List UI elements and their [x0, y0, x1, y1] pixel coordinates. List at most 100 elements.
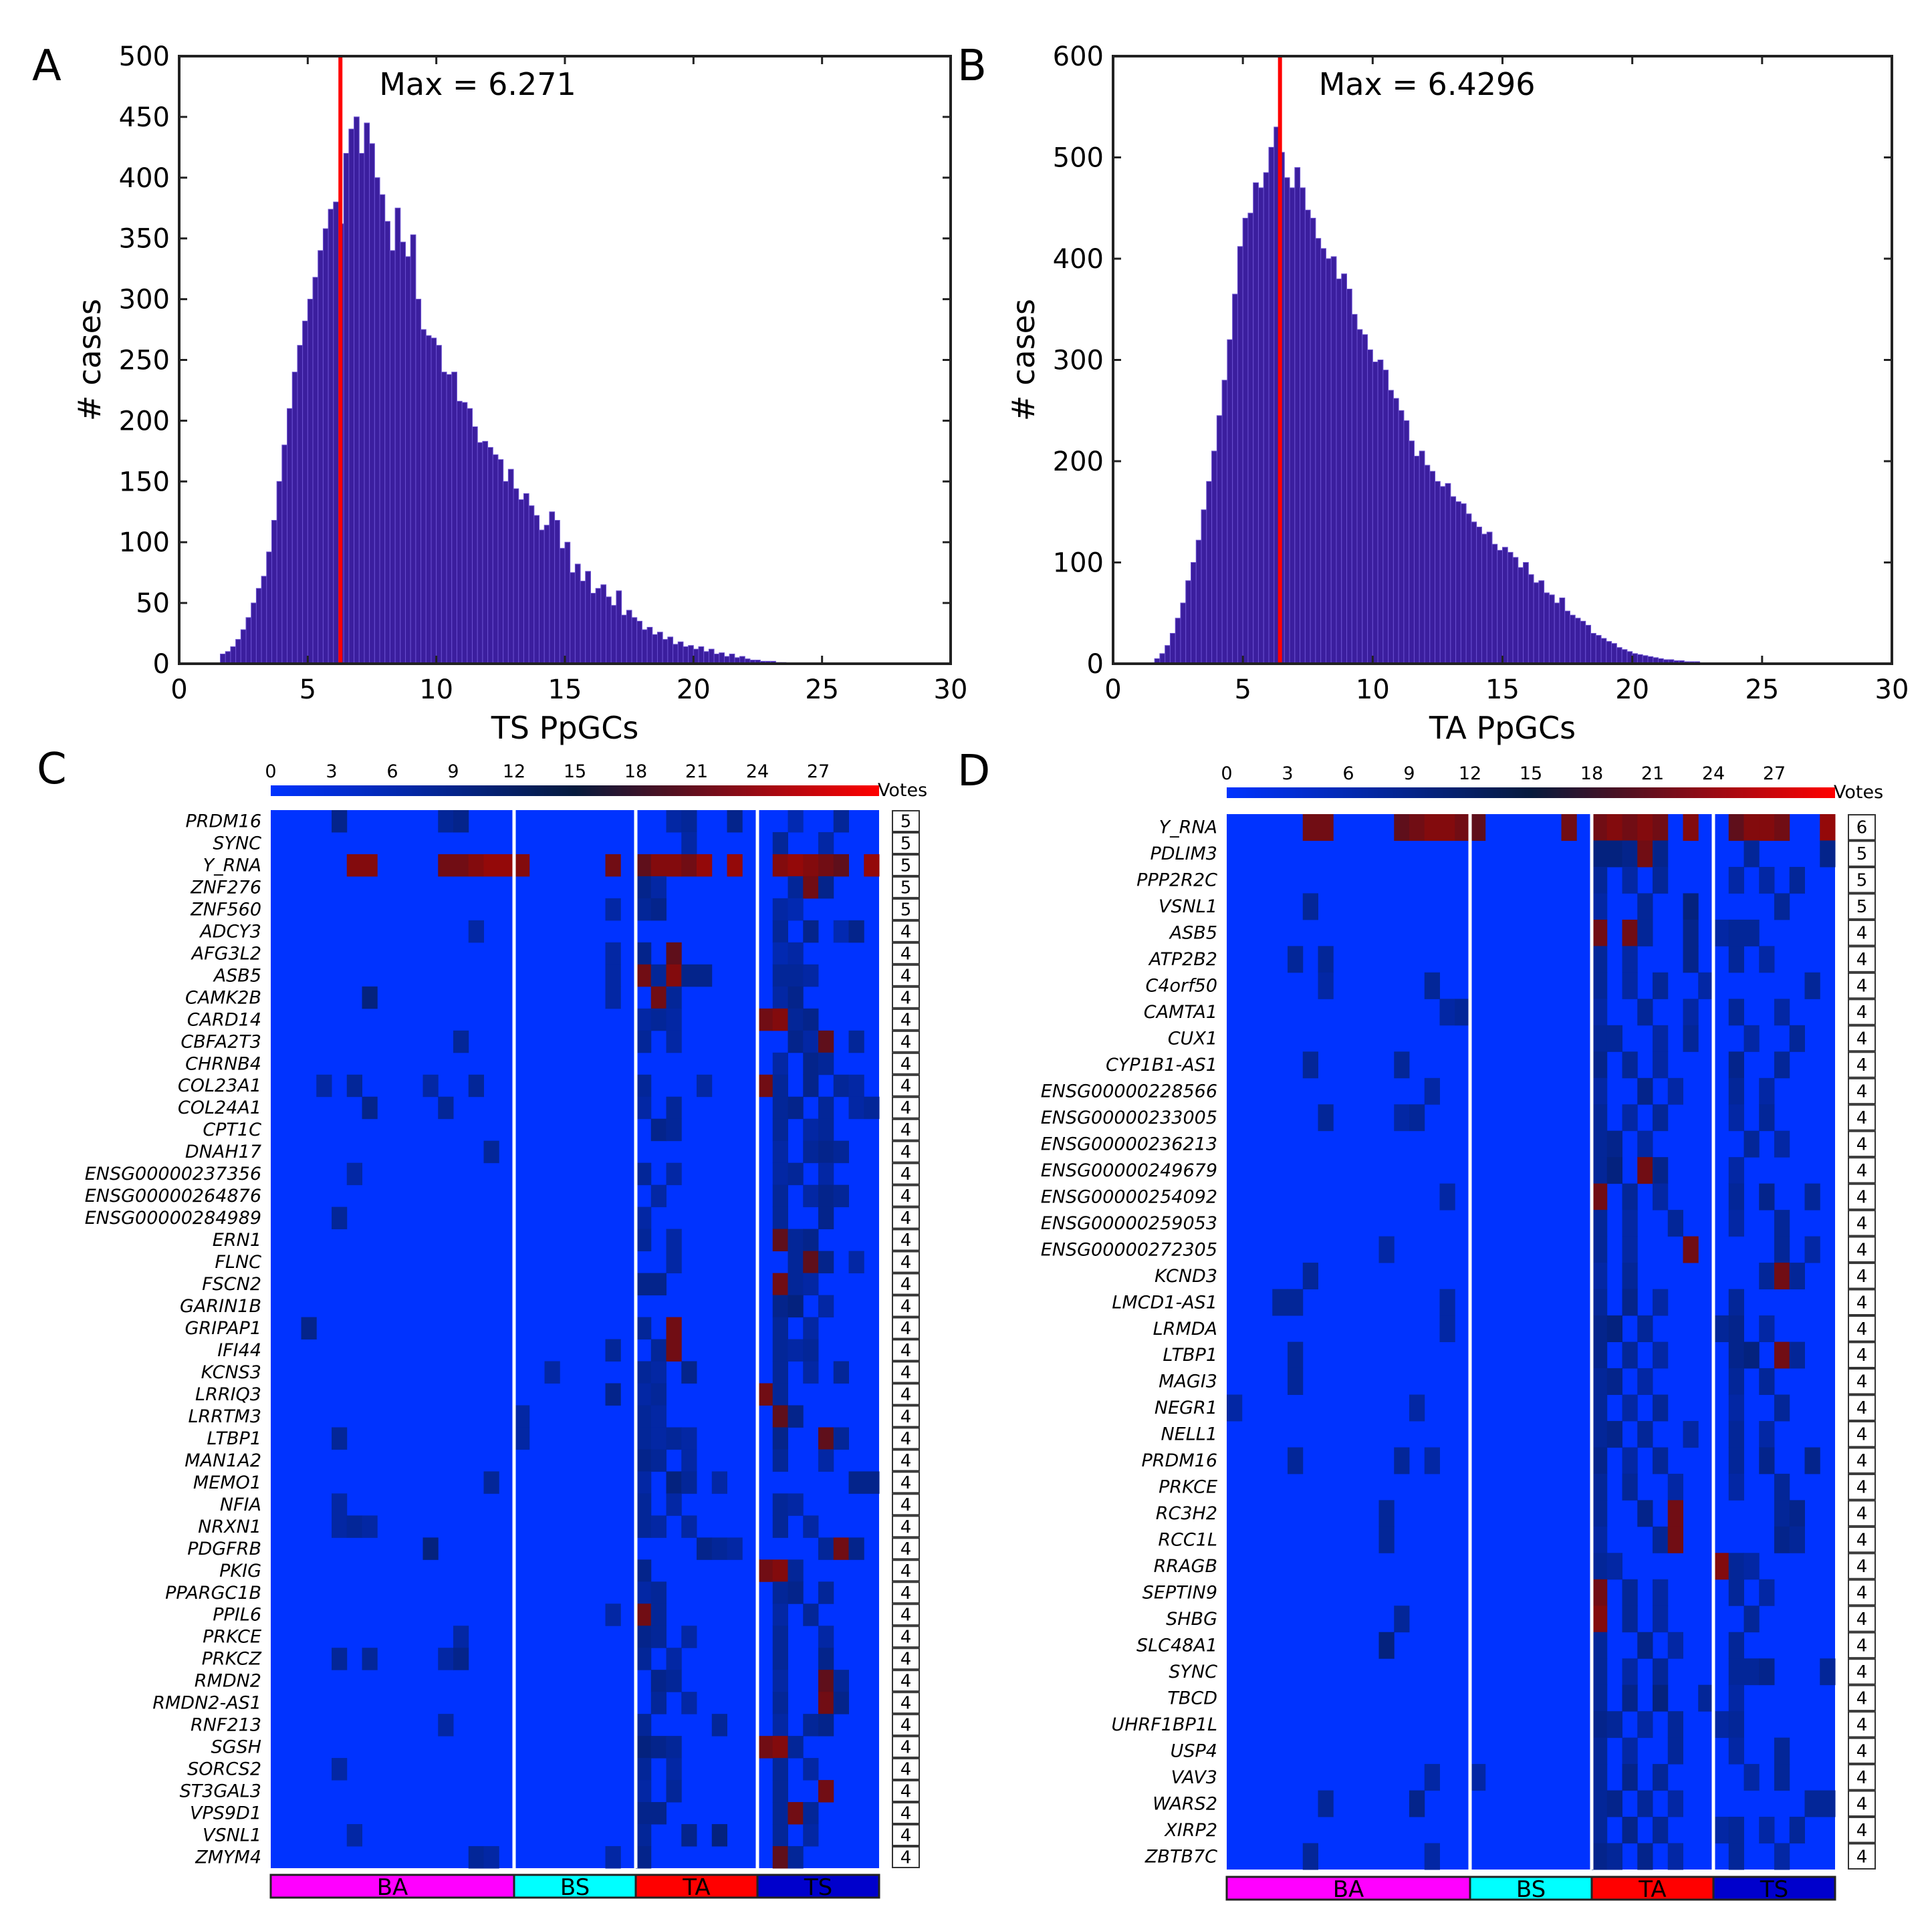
heatmap-cell [1759, 1183, 1775, 1210]
heatmap-cell [1288, 1341, 1304, 1369]
histogram-bar [703, 651, 709, 664]
heatmap-cell [1378, 1236, 1395, 1263]
histogram-bar [1528, 574, 1534, 664]
gene-label: SEPTIN9 [1142, 1583, 1217, 1603]
heatmap-cell [346, 1824, 362, 1847]
heatmap-cell [772, 1184, 788, 1208]
heatmap-cell [1653, 1394, 1669, 1422]
heatmap-cell [636, 1648, 652, 1670]
heatmap-cell [1622, 1473, 1638, 1501]
heatmap-cell [727, 1537, 743, 1560]
histogram-bar [656, 632, 663, 664]
heatmap-cell [650, 1515, 667, 1538]
heatmap-cell [772, 1206, 788, 1230]
heatmap-cell [1728, 1711, 1744, 1739]
histogram-bar [410, 234, 416, 664]
heatmap-cell [697, 854, 713, 877]
histogram-bar [636, 620, 642, 664]
heatmap-cell [727, 854, 743, 877]
x-tick-label: 15 [548, 674, 582, 705]
y-tick-label: 0 [153, 649, 170, 680]
histogram-bar [1237, 246, 1243, 664]
gene-label: VSNL1 [1159, 896, 1217, 917]
gene-label: SGSH [211, 1737, 261, 1758]
gene-label: PRDM16 [186, 811, 261, 831]
heatmap-cell [666, 1758, 682, 1781]
histogram-bar [1221, 380, 1228, 664]
vote-value: 4 [900, 1694, 912, 1714]
heatmap-cell [636, 1074, 652, 1098]
vote-box [1848, 1315, 1876, 1342]
gene-label: ASB5 [213, 965, 261, 986]
vote-value: 4 [1856, 1003, 1868, 1023]
heatmap-cell [1653, 1606, 1669, 1633]
group-bar-BA [269, 1874, 515, 1899]
heatmap-cell [833, 1427, 849, 1450]
heatmap-cell [772, 1581, 788, 1604]
heatmap-cell [1728, 1420, 1744, 1448]
heatmap-cell [757, 1383, 773, 1406]
heatmap-cell [1592, 1025, 1608, 1052]
heatmap-cell [1592, 1684, 1608, 1712]
histogram-bar [497, 459, 504, 664]
heatmap-cell [1653, 1526, 1669, 1553]
heatmap-cell [1622, 1658, 1638, 1686]
histogram-bar [374, 177, 380, 664]
vote-box [892, 1427, 920, 1450]
heatmap-cell [803, 1361, 819, 1384]
heatmap-cell [1622, 1289, 1638, 1316]
histogram-bar [1439, 486, 1446, 664]
histogram-bar [683, 646, 689, 664]
heatmap-cell [1728, 866, 1744, 894]
heatmap-cell [711, 1714, 727, 1737]
histogram-bar [1590, 633, 1596, 664]
heatmap-cell [803, 1317, 819, 1339]
heatmap-cell [1394, 1051, 1410, 1079]
vote-box [892, 1206, 920, 1229]
heatmap-cell [1653, 1051, 1669, 1079]
vote-value: 4 [1856, 1108, 1868, 1128]
gene-label: KCNS3 [201, 1362, 261, 1383]
heatmap-cell [1424, 1077, 1440, 1105]
heatmap-cell [636, 1273, 652, 1296]
heatmap-cell [772, 1780, 788, 1803]
vote-box [892, 1030, 920, 1053]
heatmap-cell [1439, 999, 1455, 1026]
heatmap-cell [453, 810, 469, 833]
heatmap-cell [650, 1427, 667, 1450]
gene-label: ENSG00000272305 [1041, 1239, 1217, 1260]
vote-value: 4 [900, 1672, 912, 1692]
vote-box [1848, 1684, 1876, 1712]
vote-value: 4 [900, 1473, 912, 1493]
heatmap-cell [1759, 1447, 1775, 1474]
heatmap-cell [788, 1096, 804, 1120]
heatmap-cell [1667, 1711, 1683, 1739]
vote-box [892, 1493, 920, 1516]
gene-label: NELL1 [1161, 1424, 1217, 1445]
vote-box [1848, 1025, 1876, 1052]
gene-label: LRRIQ3 [195, 1384, 261, 1405]
y-tick-label: 200 [119, 406, 170, 436]
heatmap-cell [1774, 1394, 1790, 1422]
vote-value: 4 [900, 1142, 912, 1162]
gene-label: TBCD [1167, 1688, 1217, 1708]
histogram-bar [240, 629, 247, 664]
heatmap-cell [1743, 1553, 1760, 1580]
vote-value: 4 [900, 1363, 912, 1383]
heatmap-cell [818, 1427, 834, 1450]
vote-value: 4 [900, 1517, 912, 1537]
heatmap-cell [1394, 1606, 1410, 1633]
vote-value: 4 [1856, 1267, 1868, 1287]
histogram-bar [570, 572, 576, 664]
vote-value: 5 [1856, 844, 1868, 864]
gene-label: ASB5 [1169, 923, 1217, 944]
heatmap-cell [1728, 1473, 1744, 1501]
heatmap-cell [1394, 814, 1410, 841]
gene-label: COL24A1 [178, 1098, 261, 1118]
heatmap-cell [1759, 1263, 1775, 1290]
heatmap-cell [772, 1361, 788, 1384]
gene-label: Y_RNA [203, 855, 261, 876]
heatmap-cell [1378, 1632, 1395, 1659]
histogram-bar [1486, 531, 1493, 664]
heatmap-cell [636, 1427, 652, 1450]
